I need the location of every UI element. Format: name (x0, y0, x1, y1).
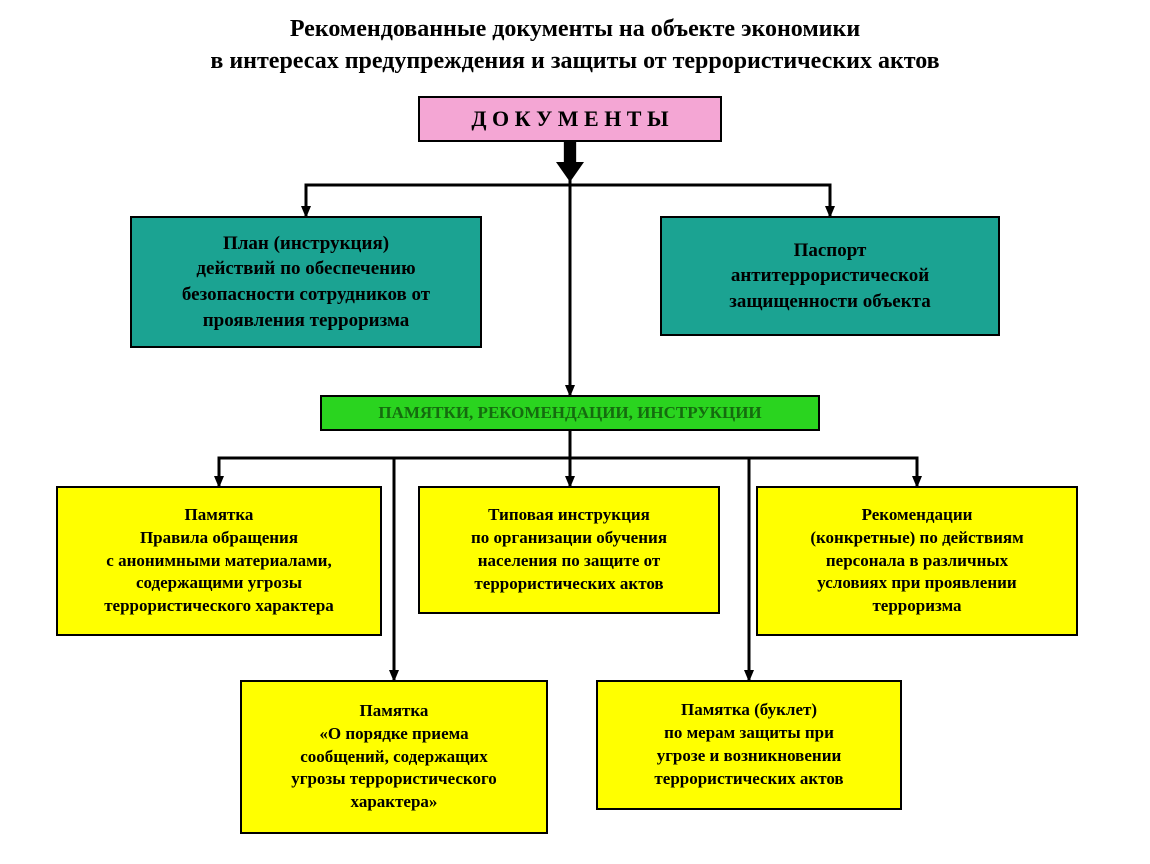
node-y2: Типовая инструкцияпо организации обучени… (418, 486, 720, 614)
node-passport: Паспортантитеррористическойзащищенности … (660, 216, 1000, 336)
edge-root-plan (306, 142, 570, 216)
edge-root-passport (570, 142, 830, 216)
node-y4-label: Памятка«О порядке приемасообщений, содер… (291, 700, 497, 815)
node-root-label: Д О К У М Е Н Т Ы (471, 104, 668, 134)
node-mid: ПАМЯТКИ, РЕКОМЕНДАЦИИ, ИНСТРУКЦИИ (320, 395, 820, 431)
node-y4: Памятка«О порядке приемасообщений, содер… (240, 680, 548, 834)
node-plan-label: План (инструкция)действий по обеспечению… (182, 231, 430, 334)
node-passport-label: Паспортантитеррористическойзащищенности … (729, 238, 931, 315)
node-y3: Рекомендации(конкретные) по действиямпер… (756, 486, 1078, 636)
big-arrow-head (556, 162, 584, 182)
edge-mid-y3 (570, 431, 917, 486)
title-line-2: в интересах предупреждения и защиты от т… (0, 48, 1150, 75)
node-plan: План (инструкция)действий по обеспечению… (130, 216, 482, 348)
diagram-canvas: Рекомендованные документы на объекте эко… (0, 0, 1150, 864)
node-y5-label: Памятка (буклет)по мерам защиты приугроз… (654, 699, 843, 791)
node-y1: ПамяткаПравила обращенияс анонимными мат… (56, 486, 382, 636)
node-y2-label: Типовая инструкцияпо организации обучени… (471, 504, 667, 596)
node-y1-label: ПамяткаПравила обращенияс анонимными мат… (104, 504, 334, 619)
node-mid-label: ПАМЯТКИ, РЕКОМЕНДАЦИИ, ИНСТРУКЦИИ (378, 402, 761, 425)
node-root: Д О К У М Е Н Т Ы (418, 96, 722, 142)
node-y5: Памятка (буклет)по мерам защиты приугроз… (596, 680, 902, 810)
big-arrow-shaft (564, 142, 576, 164)
title-line-1: Рекомендованные документы на объекте эко… (0, 16, 1150, 43)
node-y3-label: Рекомендации(конкретные) по действиямпер… (810, 504, 1023, 619)
edge-mid-y1 (219, 431, 570, 486)
